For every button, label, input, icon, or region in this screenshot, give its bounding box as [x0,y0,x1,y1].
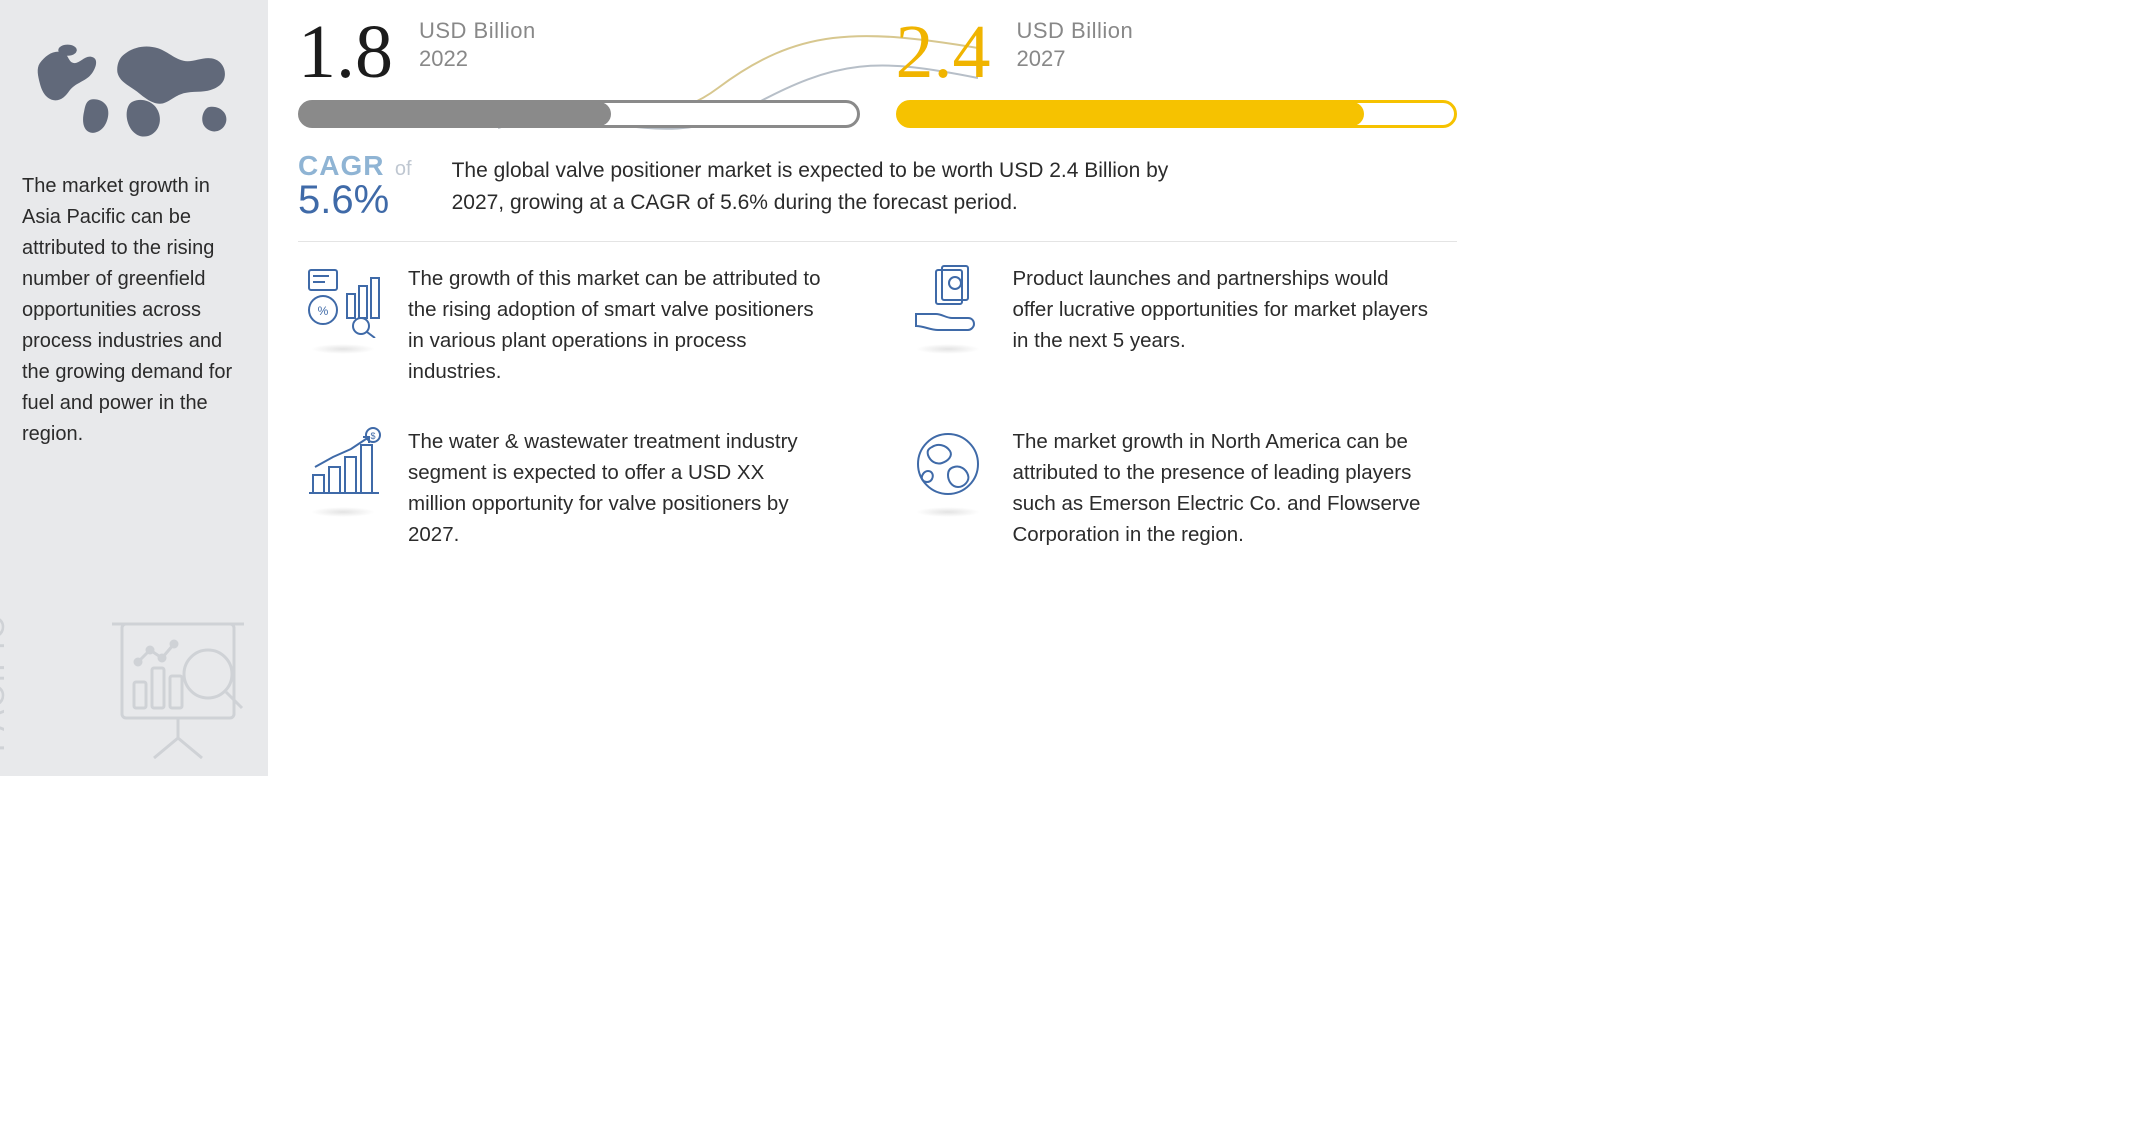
metric-2022: 1.8 USD Billion 2022 [298,18,860,128]
cagr-block: CAGR of 5.6% [298,150,412,223]
cagr-value: 5.6% [298,178,412,223]
metrics-row: 1.8 USD Billion 2022 2.4 USD Billion 202… [298,18,1457,128]
progress-bar-2022 [298,100,860,128]
main-content: 1.8 USD Billion 2022 2.4 USD Billion 202… [268,0,1477,776]
card-text: The market growth in North America can b… [1013,427,1433,550]
money-hand-icon [908,264,988,338]
cagr-row: CAGR of 5.6% The global valve positioner… [298,150,1457,223]
card-partnerships: Product launches and partnerships would … [903,264,1458,387]
card-smart-adoption: % The growth of this market can be attri… [298,264,853,387]
card-text: The growth of this market can be attribu… [408,264,828,387]
region-vertical-label: ASIA PACIFIC [0,614,12,752]
metric-unit-2027: USD Billion [1017,18,1134,44]
summary-paragraph: The global valve positioner market is ex… [452,155,1212,218]
cards-grid: % The growth of this market can be attri… [298,264,1457,550]
progress-bar-2027 [896,100,1458,128]
metric-value-2027: 2.4 [896,18,991,86]
world-map-icon [22,28,246,148]
analytics-percent-icon: % [303,264,383,338]
growth-bars-icon: $ [303,427,383,501]
cagr-label: CAGR [298,150,384,181]
metric-2027: 2.4 USD Billion 2027 [896,18,1458,128]
card-water-treatment: $ The water & wastewater treatment indus… [298,427,853,550]
metric-unit-2022: USD Billion [419,18,536,44]
sidebar-paragraph: The market growth in Asia Pacific can be… [22,171,246,450]
svg-text:$: $ [370,431,375,441]
card-text: The water & wastewater treatment industr… [408,427,828,550]
divider [298,241,1457,242]
card-text: Product launches and partnerships would … [1013,264,1433,356]
metric-year-2027: 2027 [1017,46,1134,72]
svg-text:%: % [318,304,329,318]
card-north-america: The market growth in North America can b… [903,427,1458,550]
metric-year-2022: 2022 [419,46,536,72]
globe-icon [908,427,988,501]
sidebar-panel: The market growth in Asia Pacific can be… [0,0,268,776]
metric-value-2022: 1.8 [298,18,393,86]
presentation-chart-icon [98,610,258,760]
cagr-of: of [395,158,412,180]
